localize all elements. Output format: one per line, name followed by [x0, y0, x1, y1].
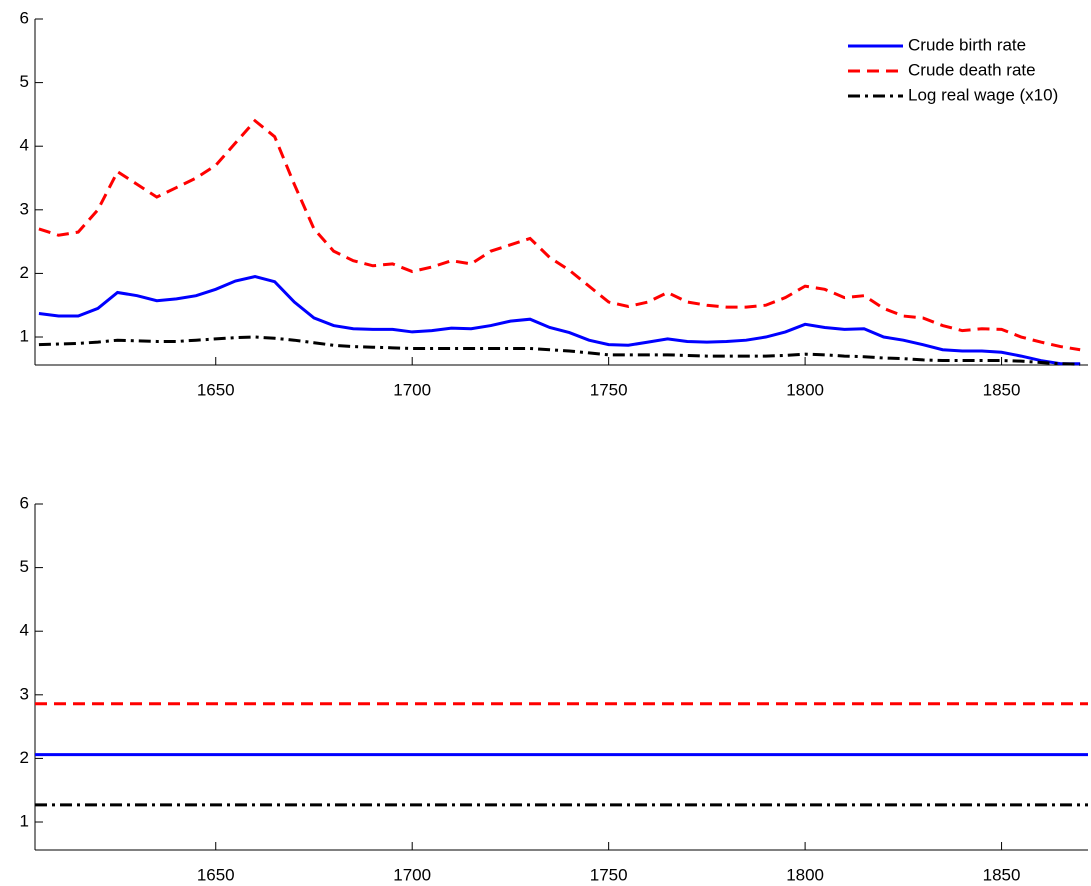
x-tick-label: 1850 — [983, 380, 1021, 399]
x-tick-label: 1700 — [393, 865, 431, 884]
series-line — [38, 275, 1081, 366]
x-tick-label: 1650 — [197, 865, 235, 884]
x-tick-label: 1700 — [393, 380, 431, 399]
legend-label: Crude death rate — [908, 60, 1036, 79]
y-tick-label: 3 — [20, 199, 29, 218]
y-tick-label: 1 — [20, 326, 29, 345]
y-tick-label: 6 — [20, 493, 29, 512]
y-tick-label: 2 — [20, 748, 29, 767]
y-tick-label: 4 — [20, 136, 29, 155]
y-tick-label: 4 — [20, 621, 29, 640]
y-tick-label: 1 — [20, 811, 29, 830]
x-tick-label: 1800 — [786, 380, 824, 399]
y-tick-label: 6 — [20, 8, 29, 27]
x-tick-label: 1750 — [590, 380, 628, 399]
x-tick-label: 1850 — [983, 865, 1021, 884]
y-tick-label: 5 — [20, 557, 29, 576]
x-tick-label: 1650 — [197, 380, 235, 399]
series-line — [38, 118, 1081, 352]
y-tick-label: 2 — [20, 263, 29, 282]
x-tick-label: 1800 — [786, 865, 824, 884]
y-tick-label: 3 — [20, 684, 29, 703]
series-line — [38, 335, 1081, 366]
legend-label: Log real wage (x10) — [908, 85, 1058, 104]
y-tick-label: 5 — [20, 72, 29, 91]
legend-label: Crude birth rate — [908, 35, 1026, 54]
x-tick-label: 1750 — [590, 865, 628, 884]
